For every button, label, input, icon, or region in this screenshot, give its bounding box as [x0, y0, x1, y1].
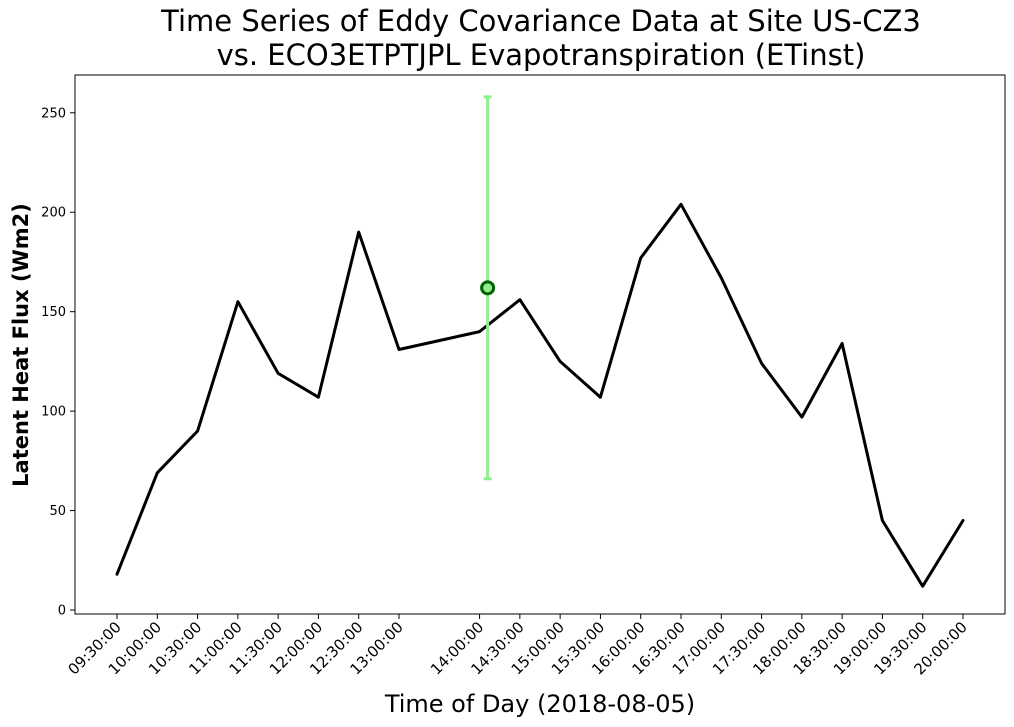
x-axis-label: Time of Day (2018-08-05)	[384, 690, 695, 718]
chart-title-line-1: Time Series of Eddy Covariance Data at S…	[161, 4, 921, 38]
series-line	[115, 202, 965, 588]
y-tick-label: 250	[41, 106, 66, 121]
y-tick-label: 100	[41, 405, 66, 420]
y-tick-label: 50	[49, 504, 66, 519]
chart-title: Time Series of Eddy Covariance Data at S…	[0, 4, 1014, 72]
chart-title-line-2: vs. ECO3ETPTJPL Evapotranspiration (ETin…	[216, 38, 866, 72]
y-axis-label: Latent Heat Flux (Wm2)	[9, 203, 33, 487]
y-tick-label: 0	[58, 604, 66, 619]
plot-frame	[74, 74, 1006, 615]
y-tick-label: 200	[41, 206, 66, 221]
satellite-point	[480, 280, 496, 296]
y-tick-label: 150	[41, 305, 66, 320]
